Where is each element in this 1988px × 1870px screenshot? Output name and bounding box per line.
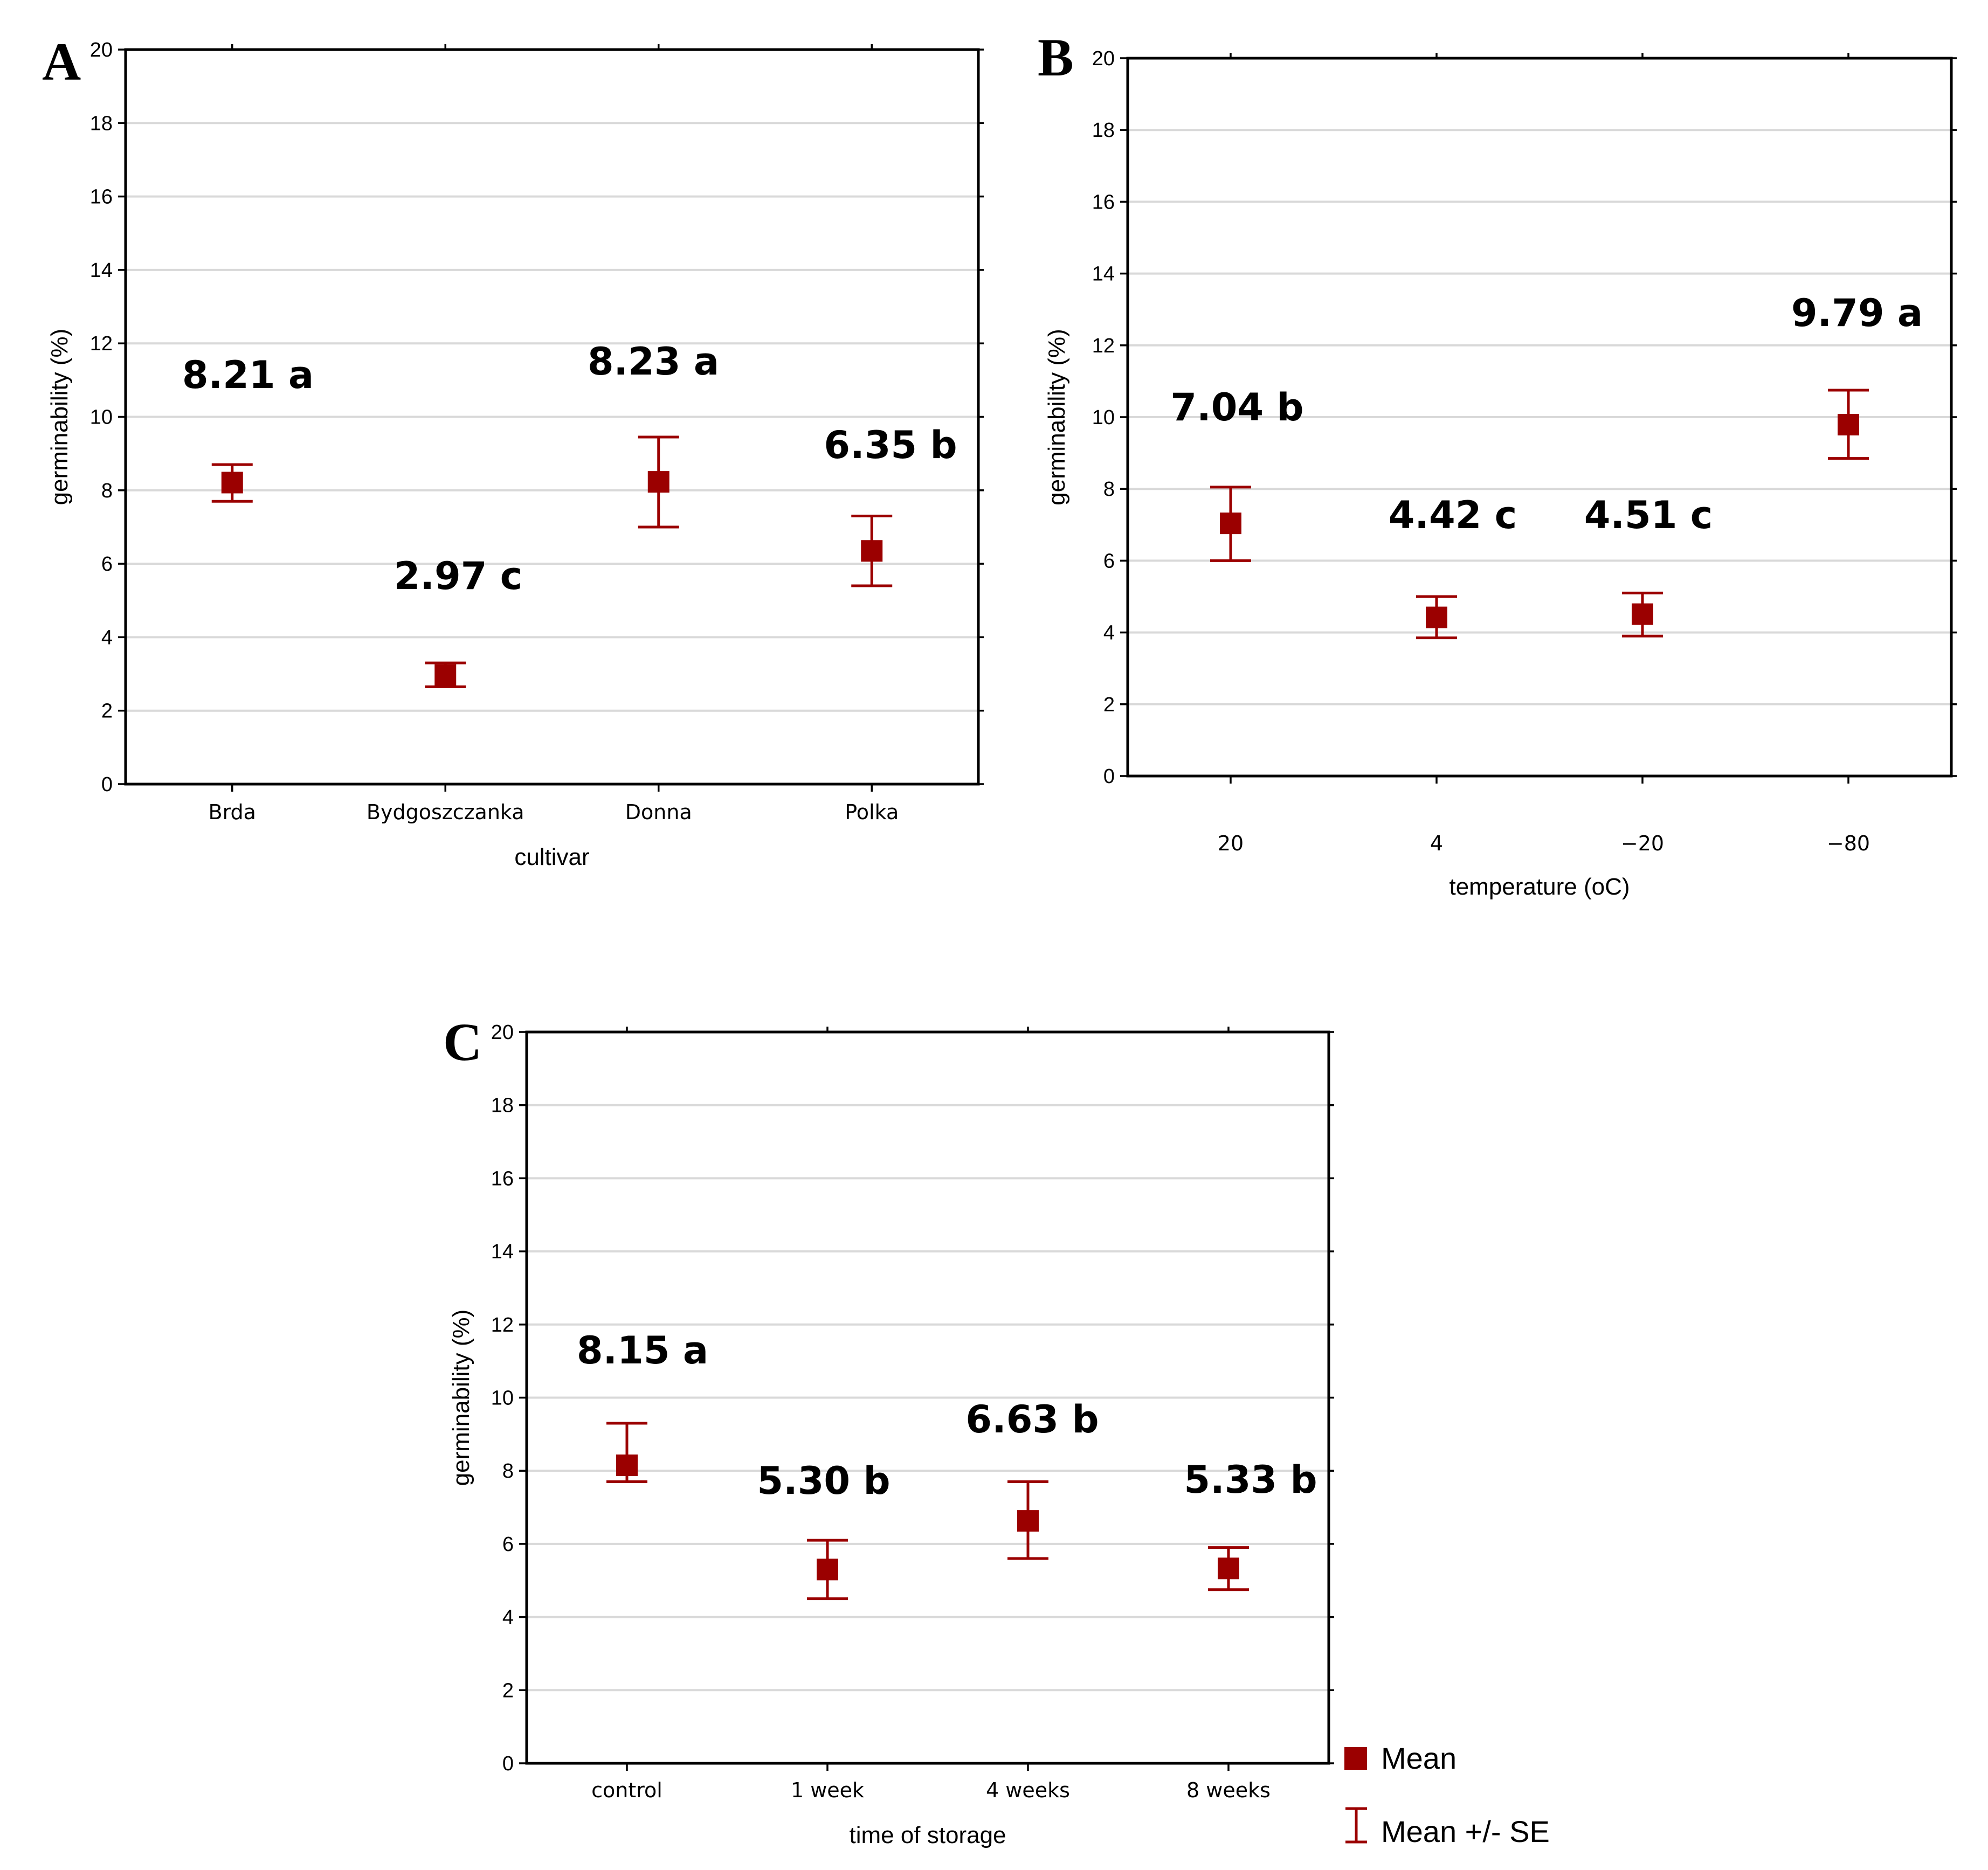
panel-letter: A xyxy=(42,32,81,92)
y-tick-label: 18 xyxy=(491,1095,514,1117)
mean-point xyxy=(221,472,243,494)
y-tick-label: 14 xyxy=(90,259,113,282)
data-label: 5.30 b xyxy=(757,1459,890,1503)
x-tick-label: 4 weeks xyxy=(986,1778,1070,1802)
mean-point xyxy=(1220,512,1241,535)
plot-frame xyxy=(124,48,980,786)
mean-point xyxy=(1838,413,1859,435)
chart-panel-b: 0 2 4 6 8 10 12 14 16 18 20 20 4 −20 −80 temperature (o… xyxy=(1038,27,1957,900)
data-label: 8.15 a xyxy=(577,1328,708,1373)
x-tick-label: Polka xyxy=(845,800,899,824)
y-tick-label: 12 xyxy=(90,333,113,355)
y-tick-label: 10 xyxy=(90,406,113,429)
y-tick-label: 16 xyxy=(90,186,113,209)
x-tick-label: 20 xyxy=(1218,832,1244,855)
y-tick-label: 4 xyxy=(101,626,113,649)
y-tick-label: 20 xyxy=(491,1021,514,1044)
y-axis-title: germinability (%) xyxy=(46,329,73,505)
data-label: 6.63 b xyxy=(965,1397,1099,1442)
y-tick-label: 8 xyxy=(101,480,113,502)
data-label: 9.79 a xyxy=(1791,291,1923,335)
y-tick-label: 8 xyxy=(502,1460,514,1483)
legend: Mean Mean +/- SE xyxy=(1344,1741,1550,1848)
y-tick-label: 12 xyxy=(1092,335,1115,357)
mean-point xyxy=(1218,1557,1239,1580)
panel-letter: B xyxy=(1038,27,1074,87)
data-label: 5.33 b xyxy=(1184,1458,1317,1502)
y-tick-label: 6 xyxy=(1103,550,1115,572)
x-tick-label: Donna xyxy=(625,800,692,824)
chart-panel-a: 0 2 4 6 8 10 12 14 16 18 20 Brda Bydgoszczanka Donna P… xyxy=(42,32,984,870)
mean-point xyxy=(1017,1510,1039,1532)
x-tick-label: 1 week xyxy=(791,1778,864,1802)
data-label: 4.51 c xyxy=(1584,493,1713,537)
y-tick-label: 0 xyxy=(101,773,113,796)
y-tick-label: 20 xyxy=(1092,47,1115,70)
mean-point xyxy=(861,540,883,562)
x-tick-label: 8 weeks xyxy=(1186,1778,1271,1802)
y-tick-label: 14 xyxy=(1092,263,1115,286)
y-tick-label: 10 xyxy=(491,1387,514,1410)
y-tick-label: 0 xyxy=(1103,765,1115,788)
y-tick-label: 18 xyxy=(90,112,113,135)
legend-se-label: Mean +/- SE xyxy=(1381,1814,1550,1848)
x-axis-title: cultivar xyxy=(514,844,589,870)
plot-frame xyxy=(1126,57,1953,778)
x-tick-label: −80 xyxy=(1827,832,1870,855)
legend-mean-label: Mean xyxy=(1381,1741,1457,1775)
panel-letter: C xyxy=(443,1012,482,1072)
x-tick-label: 4 xyxy=(1430,832,1443,855)
data-label: 7.04 b xyxy=(1170,385,1303,430)
legend-mean-marker xyxy=(1344,1747,1367,1770)
data-label: 4.42 c xyxy=(1389,493,1517,537)
mean-point xyxy=(616,1455,638,1477)
y-tick-label: 4 xyxy=(1103,622,1115,645)
x-tick-label: Bydgoszczanka xyxy=(367,800,524,824)
x-tick-label: −20 xyxy=(1621,832,1664,855)
y-tick-label: 2 xyxy=(1103,694,1115,716)
y-tick-label: 4 xyxy=(502,1606,514,1629)
y-axis-title: germinability (%) xyxy=(448,1310,474,1486)
y-tick-label: 0 xyxy=(502,1753,514,1775)
y-tick-label: 20 xyxy=(90,39,113,61)
y-axis-title: germinability (%) xyxy=(1044,329,1070,505)
y-tick-label: 16 xyxy=(491,1167,514,1190)
y-tick-label: 12 xyxy=(491,1314,514,1336)
y-tick-label: 6 xyxy=(502,1533,514,1556)
data-label: 8.23 a xyxy=(588,340,719,384)
data-label: 6.35 b xyxy=(824,423,957,467)
chart-panel-c: 0 2 4 6 8 10 12 14 16 18 20 control 1 week 4 weeks 8 w… xyxy=(443,1012,1334,1848)
mean-point xyxy=(434,664,457,686)
mean-point xyxy=(647,471,669,493)
y-tick-label: 6 xyxy=(101,553,113,576)
y-tick-label: 2 xyxy=(502,1679,514,1702)
x-tick-label: control xyxy=(591,1778,662,1802)
x-axis-title: temperature (oC) xyxy=(1449,874,1630,900)
y-tick-label: 2 xyxy=(101,700,113,723)
data-label: 8.21 a xyxy=(182,353,314,397)
mean-point xyxy=(1632,603,1653,625)
y-tick-label: 14 xyxy=(491,1241,514,1263)
x-tick-label: Brda xyxy=(209,800,256,824)
y-tick-label: 18 xyxy=(1092,119,1115,142)
y-tick-label: 8 xyxy=(1103,478,1115,501)
data-label: 2.97 c xyxy=(394,554,523,598)
mean-point xyxy=(817,1559,838,1581)
y-tick-label: 10 xyxy=(1092,406,1115,429)
mean-point xyxy=(1426,606,1447,628)
y-tick-label: 16 xyxy=(1092,191,1115,213)
plot-frame xyxy=(525,1030,1330,1765)
legend-se-marker xyxy=(1345,1807,1367,1844)
x-axis-title: time of storage xyxy=(849,1822,1006,1848)
